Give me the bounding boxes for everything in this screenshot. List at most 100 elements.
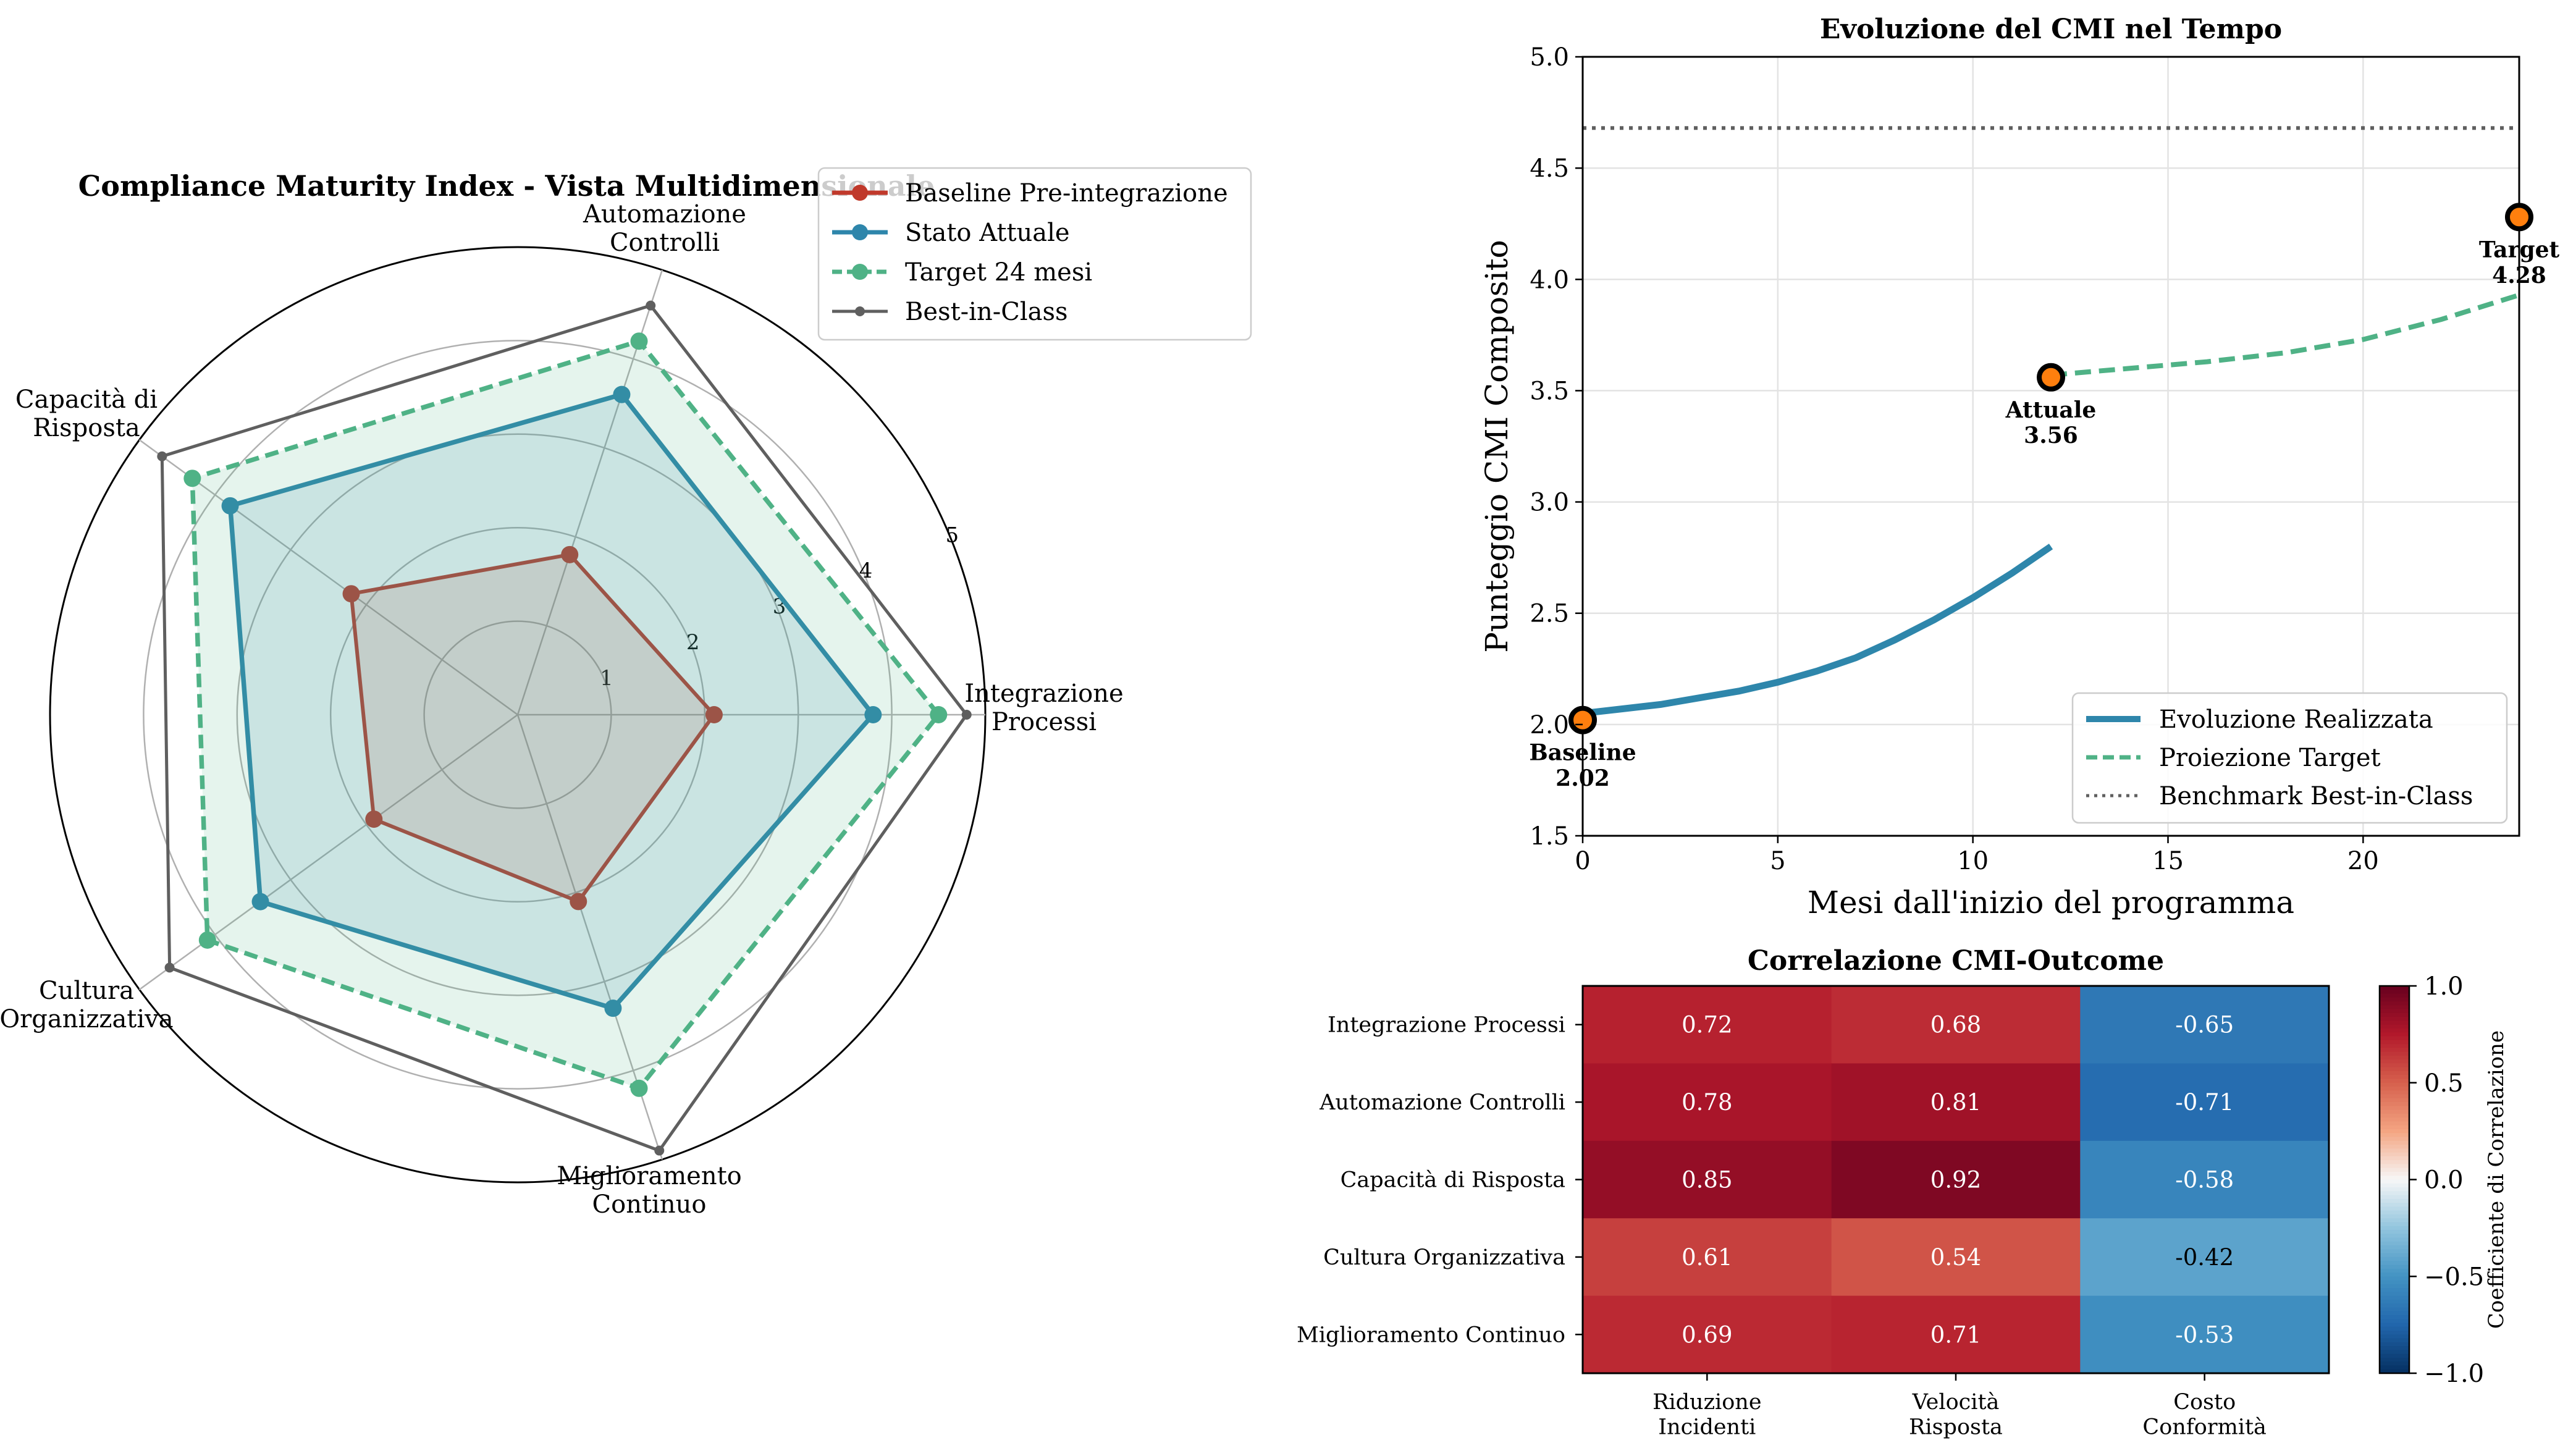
colorbar-segment: [2380, 1284, 2409, 1289]
colorbar-segment: [2380, 1075, 2409, 1080]
heatmap-row-label: Integrazione Processi: [1328, 1013, 1565, 1038]
colorbar-segment: [2380, 1326, 2409, 1331]
line-chart: Baseline 2.02 Attuale 3.56 Target 4.28 0 5 10 15 2…: [1479, 14, 2560, 920]
colorbar-segment: [2380, 1195, 2409, 1200]
colorbar-segment: [2380, 1121, 2409, 1126]
heatmap-cell: [1583, 1140, 1832, 1219]
legend-marker: [852, 224, 868, 240]
heatmap-row-label: Capacità di Risposta: [1341, 1168, 1565, 1193]
colorbar-segment: [2380, 1129, 2409, 1134]
heatmap-cell: [2080, 986, 2330, 1064]
colorbar-segment: [2380, 1063, 2409, 1068]
colorbar-segment: [2380, 1334, 2409, 1339]
heatmap-row-label: Cultura Organizzativa: [1323, 1245, 1565, 1270]
colorbar-segment: [2380, 1230, 2409, 1235]
line-marker-label: Target 4.28: [2479, 237, 2560, 288]
radar-series-point: [221, 497, 239, 515]
line-ylabel: Punteggio CMI Composito: [1479, 240, 1515, 653]
heatmap-title: Correlazione CMI-Outcome: [1748, 945, 2164, 977]
line-series: [2050, 292, 2520, 378]
colorbar-segment: [2380, 1164, 2409, 1169]
colorbar-segment: [2380, 1067, 2409, 1072]
line-marker-point: [1568, 705, 1597, 734]
legend-label: Target 24 mesi: [905, 258, 1092, 287]
heatmap-cell-value: 0.81: [1930, 1089, 1981, 1116]
heatmap-cell: [1831, 1063, 2081, 1142]
colorbar-segment: [2380, 1249, 2409, 1254]
radar-series-line: [190, 339, 941, 1091]
heatmap-cell-value: -0.42: [2175, 1244, 2234, 1271]
line-legend-box: [2071, 692, 2508, 824]
heatmap-cell: [1583, 1295, 1832, 1374]
radar-spoke: [138, 439, 518, 716]
line-y-tick-label: 3.0: [1530, 489, 1569, 517]
colorbar-segment: [2380, 1028, 2409, 1033]
heatmap-cell: [1583, 986, 1832, 1064]
radar-series-line: [349, 552, 716, 904]
line-y-tick-label: 2.0: [1530, 711, 1569, 739]
colorbar-segment: [2380, 1288, 2409, 1293]
heatmap-cell: [1831, 1218, 2081, 1297]
heatmap-cell-value: 0.68: [1930, 1012, 1981, 1038]
colorbar-segment: [2380, 1265, 2409, 1269]
colorbar-segment: [2380, 1168, 2409, 1172]
colorbar-segment: [2380, 1187, 2409, 1192]
colorbar-segment: [2380, 1094, 2409, 1099]
heatmap-cell-value: 0.92: [1930, 1167, 1981, 1193]
colorbar-segment: [2380, 1102, 2409, 1107]
colorbar-segment: [2380, 1191, 2409, 1196]
radar-legend-box: [817, 167, 1252, 341]
radar-series-point: [342, 585, 360, 603]
radar-series-line: [160, 304, 969, 1153]
radar-series-point: [164, 962, 175, 973]
colorbar-segment: [2380, 1079, 2409, 1084]
legend-marker: [855, 306, 865, 316]
line-y-tick-label: 5.0: [1530, 43, 1569, 72]
radar-series-point: [183, 469, 201, 487]
colorbar-segment: [2380, 1214, 2409, 1219]
colorbar-segment: [2380, 1331, 2409, 1336]
colorbar-segment: [2380, 1315, 2409, 1320]
colorbar-segment: [2380, 1218, 2409, 1223]
colorbar-segment: [2380, 1090, 2409, 1095]
line-xlabel: Mesi dall'inizio del programma: [1808, 885, 2294, 920]
colorbar-segment: [2380, 1353, 2409, 1358]
radar-tick-label: 4: [859, 558, 873, 583]
colorbar-segment: [2380, 1055, 2409, 1060]
line-plot-frame: [1581, 56, 2520, 837]
colorbar-segment: [2380, 1350, 2409, 1355]
colorbar-segment: [2380, 1106, 2409, 1111]
line-marker-point: [2037, 363, 2065, 392]
colorbar-segment: [2380, 1357, 2409, 1362]
colorbar-segment: [2380, 1156, 2409, 1161]
radar-series-point: [251, 893, 269, 911]
colorbar-segment: [2380, 1226, 2409, 1231]
radar-axis-label: Cultura Organizzativa: [0, 977, 174, 1033]
radar-axis-label: Capacità di Risposta: [15, 385, 158, 442]
colorbar-segment: [2380, 1117, 2409, 1122]
heatmap-cell: [2080, 1218, 2330, 1297]
heatmap-cell-value: -0.65: [2175, 1012, 2234, 1038]
heatmap-col-label: Riduzione Incidenti: [1652, 1390, 1761, 1439]
radar-series-point: [961, 710, 972, 720]
colorbar-segment: [2380, 1276, 2409, 1281]
heatmap-cell-value: 0.85: [1682, 1167, 1732, 1193]
colorbar-segment: [2380, 1261, 2409, 1266]
line-y-tick-label: 1.5: [1530, 822, 1569, 851]
radar-series-fill: [192, 341, 939, 1088]
colorbar-segment: [2380, 1020, 2409, 1025]
heatmap-cell: [1831, 1295, 2081, 1374]
heatmap-cell-value: 0.72: [1682, 1012, 1732, 1038]
colorbar-segment: [2380, 1203, 2409, 1208]
heatmap-cell-value: 0.69: [1682, 1321, 1732, 1348]
colorbar-segment: [2380, 1234, 2409, 1239]
colorbar-segment: [2380, 1176, 2409, 1180]
radar-series-point: [613, 385, 631, 403]
colorbar-segment: [2380, 1032, 2409, 1037]
colorbar-segment: [2380, 1125, 2409, 1130]
colorbar-segment: [2380, 1098, 2409, 1103]
colorbar-segment: [2380, 1171, 2409, 1177]
colorbar-segment: [2380, 1148, 2409, 1153]
radar-series-fill: [230, 394, 874, 1009]
